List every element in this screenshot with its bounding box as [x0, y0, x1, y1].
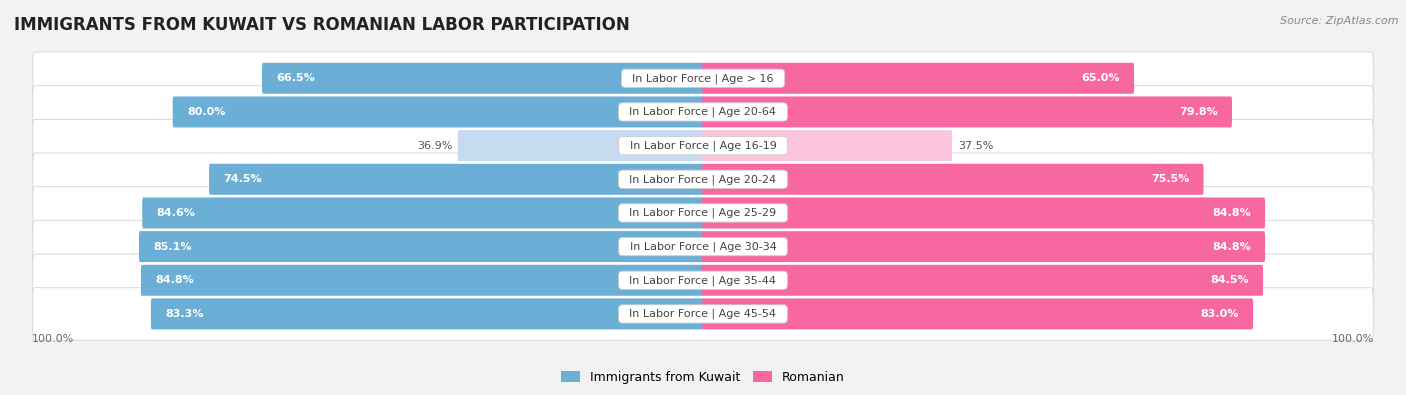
Text: 100.0%: 100.0%	[31, 334, 73, 344]
FancyBboxPatch shape	[32, 288, 1374, 340]
FancyBboxPatch shape	[702, 231, 1265, 262]
FancyBboxPatch shape	[32, 187, 1374, 239]
FancyBboxPatch shape	[32, 52, 1374, 105]
FancyBboxPatch shape	[702, 198, 1265, 228]
Text: In Labor Force | Age 25-29: In Labor Force | Age 25-29	[623, 208, 783, 218]
FancyBboxPatch shape	[702, 265, 1263, 296]
Text: 65.0%: 65.0%	[1081, 73, 1119, 83]
Text: 37.5%: 37.5%	[957, 141, 993, 150]
FancyBboxPatch shape	[173, 96, 704, 128]
Text: 74.5%: 74.5%	[224, 174, 262, 184]
FancyBboxPatch shape	[702, 96, 1232, 128]
Text: 79.8%: 79.8%	[1180, 107, 1218, 117]
Text: In Labor Force | Age 35-44: In Labor Force | Age 35-44	[623, 275, 783, 286]
FancyBboxPatch shape	[702, 130, 952, 161]
Text: 84.8%: 84.8%	[1212, 208, 1251, 218]
Text: In Labor Force | Age > 16: In Labor Force | Age > 16	[626, 73, 780, 83]
FancyBboxPatch shape	[262, 63, 704, 94]
Text: 84.6%: 84.6%	[156, 208, 195, 218]
Text: In Labor Force | Age 20-64: In Labor Force | Age 20-64	[623, 107, 783, 117]
FancyBboxPatch shape	[702, 299, 1253, 329]
Text: In Labor Force | Age 45-54: In Labor Force | Age 45-54	[623, 308, 783, 319]
Text: 66.5%: 66.5%	[276, 73, 315, 83]
Text: 100.0%: 100.0%	[1333, 334, 1375, 344]
Text: Source: ZipAtlas.com: Source: ZipAtlas.com	[1281, 16, 1399, 26]
FancyBboxPatch shape	[209, 164, 704, 195]
Text: 84.8%: 84.8%	[155, 275, 194, 285]
Text: In Labor Force | Age 30-34: In Labor Force | Age 30-34	[623, 241, 783, 252]
FancyBboxPatch shape	[32, 153, 1374, 205]
FancyBboxPatch shape	[150, 299, 704, 329]
FancyBboxPatch shape	[32, 254, 1374, 307]
FancyBboxPatch shape	[702, 63, 1135, 94]
Text: 83.0%: 83.0%	[1201, 309, 1239, 319]
Text: 80.0%: 80.0%	[187, 107, 225, 117]
FancyBboxPatch shape	[32, 119, 1374, 172]
Text: 83.3%: 83.3%	[165, 309, 204, 319]
Legend: Immigrants from Kuwait, Romanian: Immigrants from Kuwait, Romanian	[557, 366, 849, 389]
Text: In Labor Force | Age 16-19: In Labor Force | Age 16-19	[623, 140, 783, 151]
FancyBboxPatch shape	[139, 231, 704, 262]
Text: In Labor Force | Age 20-24: In Labor Force | Age 20-24	[623, 174, 783, 184]
Text: 84.8%: 84.8%	[1212, 242, 1251, 252]
Text: 75.5%: 75.5%	[1152, 174, 1189, 184]
Text: 85.1%: 85.1%	[153, 242, 191, 252]
FancyBboxPatch shape	[32, 220, 1374, 273]
Text: 84.5%: 84.5%	[1211, 275, 1249, 285]
FancyBboxPatch shape	[32, 86, 1374, 138]
Text: 36.9%: 36.9%	[416, 141, 453, 150]
FancyBboxPatch shape	[458, 130, 704, 161]
FancyBboxPatch shape	[141, 265, 704, 296]
FancyBboxPatch shape	[702, 164, 1204, 195]
FancyBboxPatch shape	[142, 198, 704, 228]
Text: IMMIGRANTS FROM KUWAIT VS ROMANIAN LABOR PARTICIPATION: IMMIGRANTS FROM KUWAIT VS ROMANIAN LABOR…	[14, 16, 630, 34]
